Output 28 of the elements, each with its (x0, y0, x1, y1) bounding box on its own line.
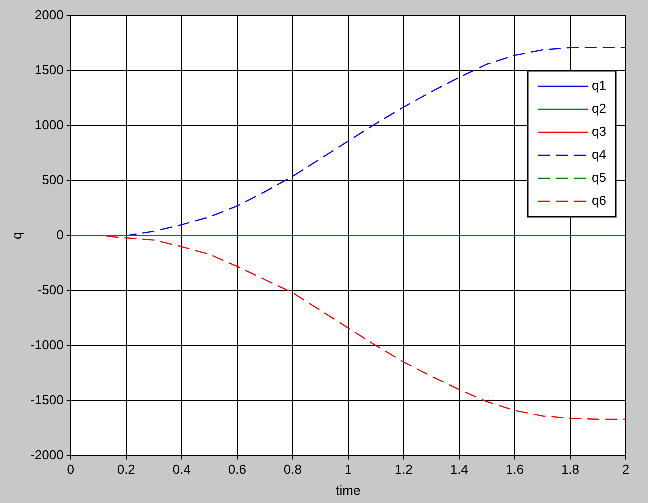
y-tick-label: 500 (42, 172, 64, 188)
legend-label: q4 (592, 147, 606, 162)
y-tick-label: 2000 (34, 8, 64, 23)
x-tick-label: 2 (622, 462, 630, 478)
legend-label: q5 (592, 170, 606, 186)
y-axis-title: q (9, 232, 24, 240)
legend-label: q2 (592, 101, 606, 116)
x-tick-label: 0.4 (172, 462, 191, 478)
x-tick-label: 1.2 (394, 462, 413, 478)
y-tick-label: -1000 (30, 337, 64, 352)
y-tick-label: -2000 (30, 447, 64, 462)
x-tick-label: 0.6 (228, 462, 246, 478)
x-tick-label: 0 (67, 462, 74, 478)
y-tick-label: 0 (56, 227, 64, 242)
y-tick-label: -500 (38, 282, 64, 298)
x-tick-label: 1.8 (561, 462, 580, 478)
x-tick-label: 0.2 (117, 462, 136, 478)
legend-label: q1 (592, 78, 606, 94)
y-tick-label: 1500 (34, 62, 64, 78)
x-tick-label: 1.6 (506, 462, 524, 478)
x-tick-label: 1 (344, 462, 352, 478)
x-tick-label: 1.4 (450, 462, 468, 478)
x-tick-label: 0.8 (284, 462, 302, 478)
y-tick-label: 1000 (34, 118, 64, 133)
x-axis-title: time (336, 482, 361, 498)
y-tick-label: -1500 (30, 392, 64, 408)
legend-label: q6 (592, 193, 606, 208)
legend-label: q3 (592, 124, 606, 140)
